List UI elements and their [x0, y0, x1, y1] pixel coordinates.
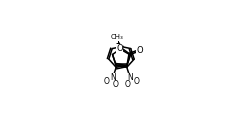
- Text: O: O: [116, 44, 123, 53]
- Text: O: O: [104, 77, 109, 86]
- Text: O: O: [125, 80, 130, 89]
- Text: N: N: [110, 73, 116, 82]
- Text: O: O: [111, 34, 118, 43]
- Text: O: O: [134, 77, 139, 86]
- Text: O: O: [113, 80, 118, 89]
- Text: O: O: [137, 46, 143, 55]
- Text: N: N: [127, 73, 133, 82]
- Text: CH₃: CH₃: [110, 34, 123, 40]
